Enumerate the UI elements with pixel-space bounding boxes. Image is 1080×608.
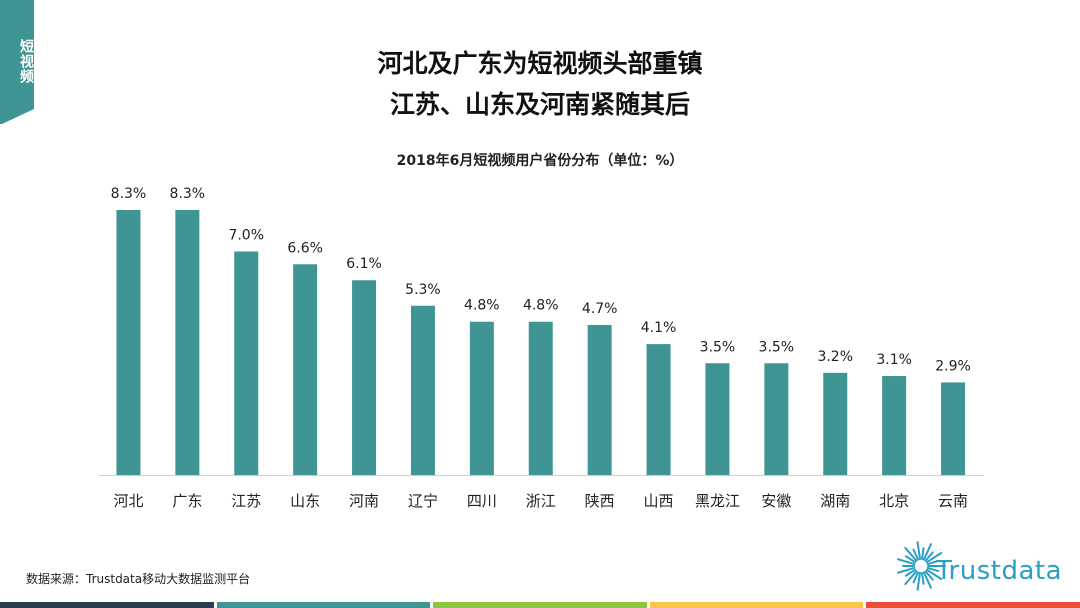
sunburst-ray — [904, 570, 918, 586]
sunburst-icon — [896, 541, 946, 591]
side-tab-label: 短视频 — [18, 38, 34, 84]
x-tick-label: 湖南 — [820, 492, 850, 510]
sunburst-ray — [920, 571, 925, 585]
sunburst-ray — [904, 555, 917, 564]
x-tick-label: 辽宁 — [408, 492, 438, 510]
bar — [293, 264, 318, 475]
chart-title: 2018年6月短视频用户省份分布（单位：%） — [396, 153, 684, 169]
x-tick-label: 北京 — [879, 492, 909, 510]
x-tick-label: 广东 — [172, 492, 202, 510]
brand-name: Trustdata — [936, 556, 1063, 586]
bottom-bar-segment — [216, 602, 431, 608]
x-tick-label: 河北 — [113, 492, 143, 510]
bar — [234, 251, 259, 475]
sunburst-ray — [912, 571, 920, 584]
bar — [882, 376, 907, 475]
sunburst-ray — [924, 570, 934, 581]
data-label: 5.3% — [405, 282, 441, 298]
data-label: 7.0% — [228, 228, 264, 244]
sunburst-ray — [904, 568, 917, 577]
data-source: 数据来源：Trustdata移动大数据监测平台 — [26, 572, 251, 586]
x-tick-label: 云南 — [938, 492, 968, 510]
x-tick-label: 安徽 — [761, 492, 791, 510]
sunburst-ray — [916, 541, 922, 561]
bar — [410, 305, 435, 475]
bar — [705, 363, 730, 475]
x-tick-label: 黑龙江 — [695, 492, 740, 510]
x-tick-label: 浙江 — [526, 492, 556, 510]
bar — [941, 382, 966, 475]
x-tick-label: 陕西 — [585, 492, 615, 510]
bottom-bar-segment — [433, 602, 647, 608]
sunburst-ray — [916, 571, 922, 591]
data-label: 8.3% — [111, 186, 147, 202]
side-tab: 短视频 — [0, 0, 34, 125]
sunburst-ray — [926, 566, 940, 573]
x-tick-label: 河南 — [349, 492, 379, 510]
data-label: 6.6% — [287, 240, 323, 256]
data-label: 2.9% — [935, 358, 971, 374]
data-label: 4.1% — [641, 320, 677, 336]
x-tick-label: 山东 — [290, 492, 320, 510]
bar — [823, 372, 848, 475]
headline-line-2: 江苏、山东及河南紧随其后 — [389, 90, 690, 119]
data-label: 8.3% — [170, 186, 206, 202]
x-tick-label: 四川 — [467, 492, 497, 510]
bottom-color-bar — [0, 602, 1080, 608]
data-label: 4.8% — [464, 298, 500, 314]
sunburst-ray — [920, 547, 925, 561]
x-tick-label: 江苏 — [231, 492, 261, 510]
sunburst-ray — [925, 568, 943, 580]
side-tab-notch — [0, 109, 34, 125]
bottom-bar-segment — [0, 602, 214, 608]
data-label: 6.1% — [346, 256, 382, 272]
bar — [646, 344, 671, 475]
bottom-bar-segment — [649, 602, 864, 608]
data-label: 3.1% — [876, 352, 912, 368]
headline-line-1: 河北及广东为短视频头部重镇 — [377, 49, 703, 78]
data-label: 4.8% — [523, 298, 559, 314]
bar — [528, 321, 553, 475]
sunburst-ray — [924, 551, 934, 562]
sunburst-ray — [904, 546, 918, 562]
data-label: 3.2% — [817, 349, 853, 365]
bar — [469, 321, 494, 475]
sunburst-ray — [912, 548, 920, 561]
data-label: 3.5% — [700, 339, 736, 355]
sunburst-ray — [896, 566, 916, 574]
sunburst-ray — [925, 552, 943, 564]
trustdata-logo — [896, 541, 946, 591]
sunburst-ray — [922, 571, 932, 589]
bar — [352, 280, 377, 475]
data-label: 4.7% — [582, 301, 618, 317]
bar — [116, 210, 141, 475]
sunburst-ray — [926, 559, 940, 566]
sunburst-ray — [922, 543, 932, 561]
bar — [764, 363, 789, 475]
data-label: 3.5% — [759, 339, 795, 355]
x-tick-label: 山西 — [644, 492, 674, 510]
bar — [587, 324, 612, 475]
sunburst-ray — [896, 558, 916, 566]
bottom-bar-segment — [866, 602, 1080, 608]
bar — [175, 210, 200, 475]
